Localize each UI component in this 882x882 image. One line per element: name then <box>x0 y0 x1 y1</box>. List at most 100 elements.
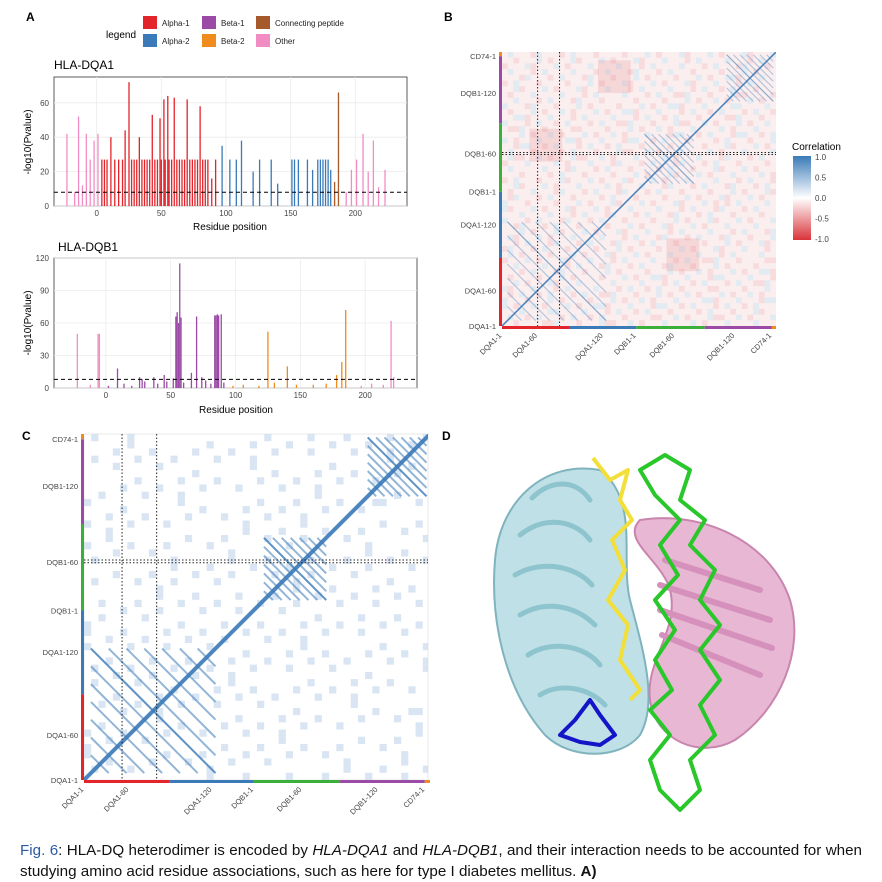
heat-cell <box>644 211 651 218</box>
heat-cell <box>621 109 628 115</box>
heat-cell <box>524 314 531 321</box>
heat-cell <box>264 513 272 521</box>
heat-cell <box>724 74 731 81</box>
heat-cell <box>707 274 714 281</box>
heat-cell <box>524 280 531 287</box>
heat-cell <box>84 498 92 507</box>
heat-cell <box>156 585 164 593</box>
heat-cell <box>678 103 685 110</box>
heat-cell <box>684 257 691 264</box>
heat-cell <box>84 542 92 550</box>
heat-cell <box>758 131 765 138</box>
heat-cell <box>559 131 565 138</box>
heat-cell <box>84 643 92 651</box>
heat-cell <box>730 143 737 150</box>
heat-cell <box>661 234 668 241</box>
bar-dqa1 <box>167 95 169 206</box>
heat-cell <box>604 251 611 258</box>
x-tick-label: 150 <box>284 209 298 218</box>
bar-dqa1 <box>181 159 183 206</box>
bar-dqb1 <box>190 372 193 388</box>
bar-dqb1 <box>166 381 168 388</box>
heat-cell <box>696 154 702 161</box>
heat-cell <box>271 470 279 478</box>
heat-cell <box>667 211 674 218</box>
heat-cell <box>120 628 128 636</box>
bar-dqa1 <box>89 159 91 206</box>
caption-gene-2: HLA-DQB1 <box>422 842 499 859</box>
heat-cell <box>228 549 236 557</box>
heat-cell <box>576 200 582 207</box>
heat-cell <box>764 200 771 207</box>
heat-cell <box>770 171 776 178</box>
heat-cell <box>350 693 358 701</box>
y-tick-label: 90 <box>40 287 49 296</box>
x-tick-label: DQB1-60 <box>275 785 303 813</box>
heat-cell <box>576 97 582 104</box>
heat-cell <box>587 200 594 207</box>
heat-cell <box>684 91 691 98</box>
heat-cell <box>764 297 771 304</box>
heat-cell <box>564 217 571 224</box>
heat-cell <box>547 280 554 287</box>
heat-cell <box>741 91 748 98</box>
heat-cell <box>713 160 719 167</box>
heat-cell <box>98 722 106 730</box>
heat-cell <box>673 280 679 287</box>
heat-cell <box>627 137 634 144</box>
heat-cell <box>220 743 229 752</box>
heat-cell <box>758 280 765 287</box>
bar-dqb1 <box>258 385 260 388</box>
heat-cell <box>570 291 577 298</box>
heat-cell <box>753 109 759 115</box>
legend-label: Connecting peptide <box>275 19 344 28</box>
heat-cell <box>235 693 243 701</box>
heat-cell <box>758 114 765 121</box>
heat-cell <box>141 513 149 521</box>
colorbar-tick-label: 0.5 <box>815 174 827 183</box>
x-tick-label: 100 <box>229 391 243 400</box>
heat-cell <box>365 563 373 571</box>
heat-cell <box>285 650 294 658</box>
heat-cell <box>547 194 554 201</box>
heat-cell <box>633 308 639 315</box>
heat-cell <box>372 599 380 607</box>
heat-cell <box>91 455 99 463</box>
heat-cell <box>530 91 537 98</box>
heat-cell <box>559 314 565 321</box>
heat-cell <box>112 570 121 579</box>
heat-cell <box>372 686 380 694</box>
heat-cell <box>678 109 685 115</box>
heat-cell <box>673 154 679 161</box>
heat-cell <box>530 246 537 252</box>
heat-cell <box>285 563 294 571</box>
heat-cell <box>753 263 759 269</box>
heat-cell <box>724 263 731 269</box>
heat-cell <box>599 291 605 298</box>
caption-text-2: and <box>388 842 423 859</box>
heat-cell <box>285 441 294 449</box>
heat-cell <box>170 578 178 586</box>
heat-cell <box>105 534 113 543</box>
heat-cell <box>519 211 525 218</box>
heat-cell <box>242 527 250 535</box>
heat-cell <box>415 707 423 716</box>
heat-cell <box>285 751 294 759</box>
heat-cell <box>621 177 628 184</box>
bar-dqb1 <box>382 384 384 388</box>
heat-cell <box>530 109 537 115</box>
heat-cell <box>604 143 611 150</box>
heat-cell <box>271 592 279 600</box>
heat-cell <box>519 268 525 275</box>
heat-cell <box>621 234 628 241</box>
bar-dqa1 <box>173 97 175 206</box>
heat-cell <box>98 599 106 607</box>
heat-cell <box>570 149 577 155</box>
heat-cell <box>770 149 776 155</box>
heat-cell <box>678 189 685 195</box>
heat-cell <box>220 513 229 521</box>
heat-cell <box>770 189 776 195</box>
heat-cell <box>713 120 719 127</box>
y-tick-label: 60 <box>40 319 49 328</box>
heat-cell <box>656 291 662 298</box>
